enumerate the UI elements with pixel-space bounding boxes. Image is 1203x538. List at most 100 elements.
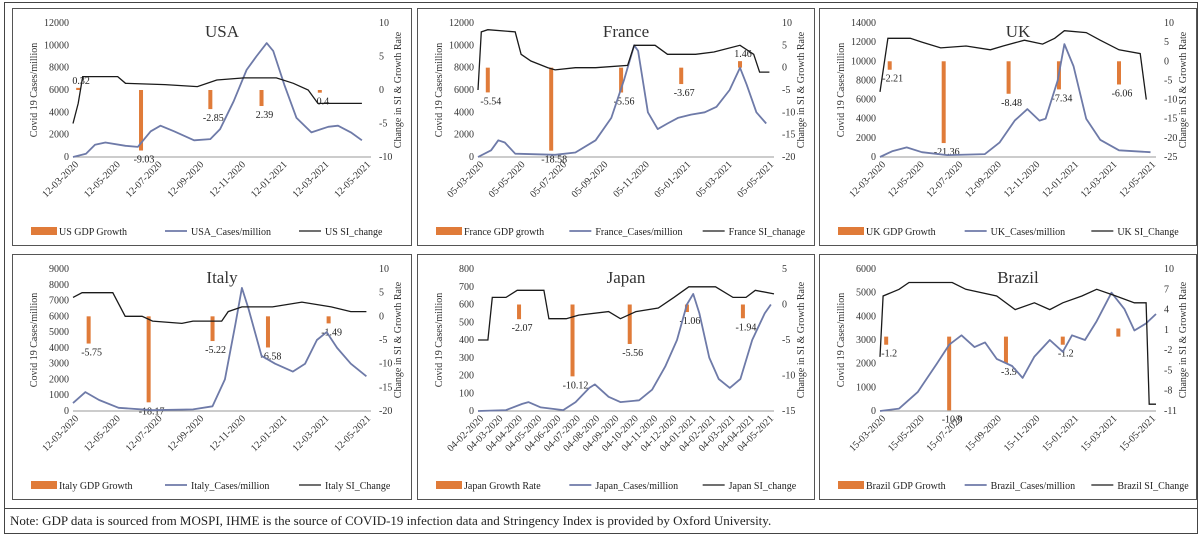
gdp-bar	[139, 90, 144, 151]
y-tick-label: 6000	[856, 264, 876, 275]
si-line	[879, 30, 1147, 100]
y2-tick-label: 5	[782, 40, 787, 51]
gdp-bar	[517, 304, 522, 320]
legend-label-si: US SI_change	[325, 227, 383, 238]
y2-tick-label: 10	[379, 264, 389, 275]
gdp-data-label: -5.22	[205, 345, 226, 356]
y2-tick-label: -5	[1164, 365, 1172, 376]
gdp-bar	[265, 316, 270, 348]
si-line	[879, 281, 1156, 405]
si-line	[477, 29, 770, 91]
x-tick-label: 15-03-2021	[1079, 413, 1120, 454]
x-tick-label: 12-05-2020	[886, 159, 927, 200]
legend-swatch-gdp	[838, 481, 864, 489]
x-tick-label: 12-01-2021	[249, 159, 290, 200]
y-tick-label: 0	[469, 152, 474, 163]
chart-panel-italy: Italy 0 1000 2000 3000 4000 5000 6000 7000 8000 90…	[12, 254, 412, 500]
y-axis-label: Covid 19 Cases/million	[836, 43, 847, 137]
y-tick-label: 1000	[49, 390, 69, 401]
si-line	[72, 292, 367, 325]
legend-label-si: France SI_chanage	[729, 227, 806, 238]
x-tick-label: 12-05-2021	[332, 413, 373, 454]
y2-axis-label: Change in SI & Growth Rate	[796, 31, 807, 148]
y2-tick-label: 0	[379, 85, 384, 96]
chart-panel-japan: Japan 0 100 200 300 400 500 600 700 800 -15 -10 -5 0 5…	[417, 254, 815, 500]
y2-tick-label: 7	[1164, 284, 1169, 295]
y2-tick-label: -5	[379, 335, 387, 346]
y2-tick-label: 1	[1164, 325, 1169, 336]
y2-axis-label: Change in SI & Growth Rate	[796, 281, 807, 398]
y2-tick-label: -2	[1164, 345, 1172, 356]
legend-label-si: Brazil SI_Change	[1117, 481, 1189, 492]
y2-tick-label: -10	[379, 359, 392, 370]
y-tick-label: 10000	[851, 56, 876, 67]
chart-panel-uk: UK 0 2000 4000 6000 8000 10000 12000 14000 -25 -20…	[819, 8, 1197, 246]
y-tick-label: 8000	[856, 75, 876, 86]
y-tick-label: 2000	[856, 133, 876, 144]
gdp-data-label: -5.75	[81, 348, 102, 359]
gdp-bar	[941, 61, 946, 144]
source-note: Note: GDP data is sourced from MOSPI, IH…	[10, 513, 772, 528]
chart-title: Italy	[206, 268, 238, 287]
y-axis-label: Covid 19 Cases/million	[29, 293, 40, 387]
y2-tick-label: 5	[1164, 37, 1169, 48]
gdp-data-label: -21.36	[934, 147, 960, 158]
y-axis-label: Covid 19 Cases/million	[434, 43, 445, 137]
x-tick-label: 15-01-2021	[1040, 413, 1081, 454]
y2-tick-label: -20	[1164, 133, 1177, 144]
x-tick-label: 12-01-2021	[249, 413, 290, 454]
gdp-data-label: -1.2	[1058, 349, 1074, 360]
y-tick-label: 200	[459, 371, 474, 382]
y-tick-label: 0	[64, 152, 69, 163]
y2-tick-label: 0	[782, 63, 787, 74]
legend-label-si: Italy SI_Change	[325, 481, 391, 492]
y2-tick-label: 10	[1164, 264, 1174, 275]
x-tick-label: 12-05-2020	[82, 413, 123, 454]
x-tick-label: 12-09-2020	[165, 159, 206, 200]
y-tick-label: 400	[459, 335, 474, 346]
y2-tick-label: 0	[782, 300, 787, 311]
x-tick-label: 15-09-2020	[963, 413, 1004, 454]
gdp-bar	[1116, 61, 1121, 85]
y2-tick-label: -15	[1164, 114, 1177, 125]
y2-tick-label: 0	[379, 311, 384, 322]
si-line	[478, 286, 775, 341]
y2-tick-label: 5	[379, 288, 384, 299]
y2-tick-label: -5	[1164, 75, 1172, 86]
x-tick-label: 12-09-2020	[165, 413, 206, 454]
y2-tick-label: -20	[782, 152, 795, 163]
x-tick-label: 12-03-2020	[847, 159, 888, 200]
cases-line	[879, 43, 1151, 158]
x-tick-label: 12-05-2021	[1117, 159, 1158, 200]
legend-label-cases: USA_Cases/million	[191, 227, 271, 238]
y-tick-label: 10000	[449, 40, 474, 51]
y2-tick-label: -5	[782, 335, 790, 346]
y-tick-label: 1000	[856, 382, 876, 393]
legend-label-cases: Brazil_Cases/million	[991, 481, 1075, 492]
x-tick-label: 12-05-2021	[332, 159, 373, 200]
legend-swatch-gdp	[31, 481, 57, 489]
gdp-data-label: -6.06	[1112, 88, 1133, 99]
y2-tick-label: -10	[379, 152, 392, 163]
y-tick-label: 800	[459, 264, 474, 275]
x-tick-label: 15-05-2020	[886, 413, 927, 454]
x-tick-label: 05-05-2021	[735, 159, 776, 200]
y2-tick-label: -10	[782, 107, 795, 118]
y2-axis-label: Change in SI & Growth Rate	[393, 31, 404, 148]
legend-label-cases: Italy_Cases/million	[191, 481, 269, 492]
chart-panel-france: France 0 2000 4000 6000 8000 10000 12000 -20 -15 -…	[417, 8, 815, 246]
cases-line	[477, 293, 772, 412]
gdp-data-label: -5.56	[622, 348, 643, 359]
y2-axis-label: Change in SI & Growth Rate	[1178, 281, 1189, 398]
legend-label-gdp: Italy GDP Growth	[59, 481, 133, 492]
gdp-data-label: -5.54	[480, 96, 501, 107]
gdp-bar	[259, 90, 264, 107]
y-tick-label: 6000	[49, 311, 69, 322]
x-tick-label: 05-01-2021	[652, 159, 693, 200]
y-axis-label: Covid 19 Cases/million	[434, 293, 445, 387]
y2-tick-label: -15	[379, 382, 392, 393]
legend-label-cases: France_Cases/million	[595, 227, 682, 238]
gdp-bar	[1060, 336, 1065, 345]
x-tick-label: 05-11-2020	[611, 159, 652, 200]
gdp-data-label: -3.67	[674, 88, 695, 99]
